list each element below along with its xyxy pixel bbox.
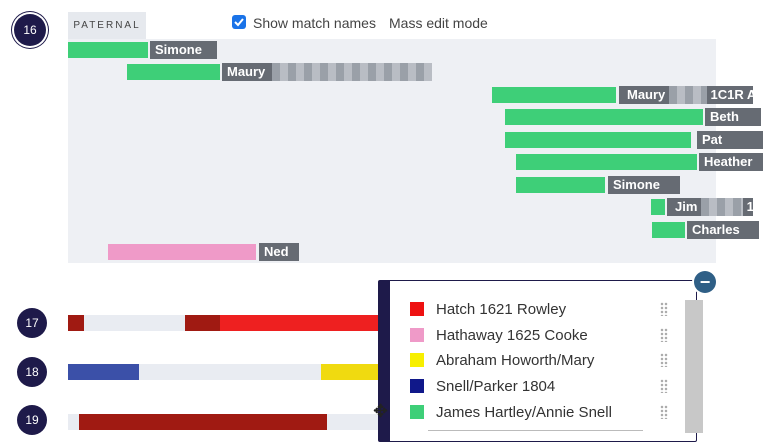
match-label[interactable]: Maury 1C1R A (619, 86, 753, 104)
match-label[interactable]: Jim 1 (667, 198, 753, 216)
match-segment[interactable] (652, 222, 685, 238)
drag-handle-icon[interactable] (660, 328, 668, 342)
segment-snell[interactable] (68, 364, 139, 380)
legend-item[interactable]: Hathaway 1625 Cooke (410, 325, 588, 345)
match-segment[interactable] (505, 109, 703, 125)
match-segment[interactable] (108, 244, 256, 260)
match-label[interactable]: Simone (150, 41, 217, 59)
segment-hatch[interactable] (220, 315, 378, 331)
legend-label: Snell/Parker 1804 (436, 377, 556, 395)
match-label[interactable]: Heather (699, 153, 763, 171)
legend-scrollbar[interactable] (685, 300, 703, 433)
move-cursor-icon: ✥ (373, 401, 389, 421)
segment-hatch[interactable] (68, 315, 84, 331)
legend-item[interactable]: Abraham Howorth/Mary (410, 350, 594, 370)
chromosome-19-badge: 19 (17, 405, 47, 435)
match-segment[interactable] (516, 154, 697, 170)
match-name: Maury (627, 87, 666, 102)
segment-hatch[interactable] (79, 414, 327, 430)
divider (428, 430, 643, 431)
match-label[interactable]: Pat (697, 131, 763, 149)
check-icon (234, 18, 244, 27)
match-name: Jim (675, 199, 698, 214)
color-swatch (410, 379, 424, 393)
drag-handle-icon[interactable] (660, 379, 668, 393)
match-segment[interactable] (651, 199, 665, 215)
legend-item[interactable]: Hatch 1621 Rowley (410, 299, 566, 319)
match-label[interactable]: Maury (222, 63, 272, 81)
show-match-names-label[interactable]: Show match names (253, 15, 376, 31)
chromosome-18-bar[interactable] (68, 364, 388, 380)
segment-howorth[interactable] (321, 364, 378, 380)
match-label[interactable]: Ned (259, 243, 299, 261)
redacted-surname (272, 63, 432, 81)
paternal-tab[interactable]: PATERNAL (68, 12, 146, 39)
chromosome-16-badge: 16 (14, 14, 46, 46)
color-swatch (410, 328, 424, 342)
legend-item[interactable]: Snell/Parker 1804 (410, 376, 555, 396)
relationship-label: 1C1R A (710, 87, 753, 102)
match-segment[interactable] (127, 64, 220, 80)
drag-handle-icon[interactable] (660, 353, 668, 367)
mass-edit-mode-toggle[interactable]: Mass edit mode (389, 15, 488, 31)
drag-handle-icon[interactable] (660, 302, 668, 316)
match-label[interactable]: Charles (687, 221, 759, 239)
relationship-label: 1 (746, 199, 753, 214)
match-segment[interactable] (68, 42, 148, 58)
legend-item[interactable]: James Hartley/Annie Snell (410, 402, 612, 422)
color-swatch (410, 405, 424, 419)
drag-handle-icon[interactable] (660, 405, 668, 419)
match-label[interactable]: Beth (705, 108, 761, 126)
match-segment[interactable] (492, 87, 616, 103)
match-label[interactable]: Simone (608, 176, 680, 194)
redacted-surname (701, 198, 744, 216)
legend-label: Abraham Howorth/Mary (436, 351, 595, 369)
segment-hatch[interactable] (185, 315, 220, 331)
show-match-names-checkbox[interactable] (232, 15, 246, 29)
legend-label: James Hartley/Annie Snell (436, 403, 612, 421)
color-swatch (410, 353, 424, 367)
match-segment[interactable] (516, 177, 605, 193)
match-segment[interactable] (505, 132, 691, 148)
minus-icon[interactable]: − (694, 271, 716, 293)
chromosome-18-badge: 18 (17, 357, 47, 387)
legend-label: Hatch 1621 Rowley (436, 300, 567, 318)
redacted-surname (668, 86, 707, 104)
chromosome-17-badge: 17 (17, 308, 47, 338)
legend-label: Hathaway 1625 Cooke (436, 326, 588, 344)
color-swatch (410, 302, 424, 316)
legend-popup: Hatch 1621 Rowley Hathaway 1625 Cooke Ab… (378, 280, 697, 442)
